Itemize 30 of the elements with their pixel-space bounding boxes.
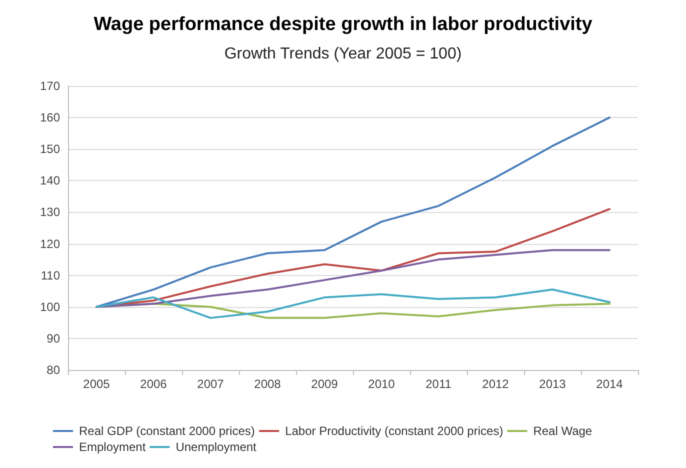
legend-label: Real Wage	[533, 424, 592, 438]
legend-label: Unemployment	[176, 440, 258, 454]
x-tick-label: 2006	[140, 377, 168, 391]
x-tick-label: 2008	[254, 377, 282, 391]
y-tick-label: 120	[40, 236, 60, 251]
line-series	[96, 249, 610, 308]
x-tick-label: 2013	[539, 377, 566, 391]
y-tick-label: 150	[40, 142, 60, 156]
y-tick-label: 80	[46, 363, 60, 377]
y-tick-label: 140	[40, 174, 60, 188]
line-series	[96, 116, 610, 308]
chart-title: Wage performance despite growth in labor productivity	[94, 14, 593, 35]
x-tick-label: 2005	[83, 377, 110, 391]
y-tick-label: 160	[40, 110, 60, 125]
legend-label: Labor Productivity (constant 2000 prices)	[285, 424, 504, 438]
x-tick-label: 2010	[368, 377, 396, 391]
legend-label: Employment	[79, 440, 146, 454]
line-series	[96, 288, 610, 319]
x-tick-label: 2012	[482, 377, 510, 391]
y-tick-label: 170	[40, 79, 60, 93]
y-tick-label: 90	[46, 331, 60, 346]
y-tick-label: 110	[40, 268, 60, 282]
y-tick-label: 100	[40, 300, 60, 314]
x-tick-label: 2007	[197, 377, 224, 391]
chart-subtitle: Growth Trends (Year 2005 = 100)	[224, 46, 462, 62]
y-tick-label: 130	[40, 205, 60, 220]
x-tick-label: 2014	[596, 377, 624, 391]
legend-label: Real GDP (constant 2000 prices)	[79, 424, 255, 438]
x-tick-label: 2009	[311, 377, 338, 391]
x-tick-label: 2011	[426, 377, 452, 391]
